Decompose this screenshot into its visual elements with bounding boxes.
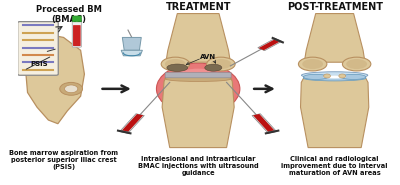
- Ellipse shape: [339, 74, 346, 78]
- Ellipse shape: [64, 85, 78, 93]
- Ellipse shape: [161, 57, 190, 71]
- Polygon shape: [300, 78, 369, 148]
- Ellipse shape: [303, 75, 366, 81]
- Ellipse shape: [205, 64, 222, 71]
- Text: POST-TREATMENT: POST-TREATMENT: [287, 2, 383, 12]
- Ellipse shape: [164, 69, 232, 109]
- Ellipse shape: [302, 59, 323, 69]
- Polygon shape: [253, 114, 274, 132]
- Text: PSIS: PSIS: [30, 61, 48, 67]
- FancyBboxPatch shape: [165, 73, 231, 78]
- Ellipse shape: [165, 59, 186, 69]
- Text: Processed BM
(BMAC): Processed BM (BMAC): [36, 5, 102, 24]
- Polygon shape: [26, 34, 84, 124]
- Polygon shape: [162, 77, 234, 148]
- Ellipse shape: [302, 72, 368, 79]
- Polygon shape: [259, 40, 279, 50]
- Ellipse shape: [207, 57, 235, 71]
- Ellipse shape: [167, 64, 188, 71]
- Ellipse shape: [324, 74, 330, 78]
- FancyBboxPatch shape: [73, 25, 81, 46]
- Polygon shape: [122, 37, 141, 50]
- Ellipse shape: [342, 57, 371, 71]
- Text: TREATMENT: TREATMENT: [166, 2, 231, 12]
- Text: Bone marrow aspiration from
posterior superior iliac crest
(PSIS): Bone marrow aspiration from posterior su…: [9, 150, 118, 170]
- Ellipse shape: [156, 63, 240, 115]
- FancyBboxPatch shape: [72, 16, 81, 22]
- Text: Intralesional and intraarticular
BMAC injections with ultrasound
guidance: Intralesional and intraarticular BMAC in…: [138, 156, 258, 176]
- Ellipse shape: [303, 74, 328, 80]
- FancyBboxPatch shape: [72, 18, 81, 47]
- Polygon shape: [122, 114, 143, 132]
- Polygon shape: [304, 14, 365, 62]
- Text: AVN: AVN: [200, 54, 216, 60]
- FancyBboxPatch shape: [18, 22, 58, 75]
- Polygon shape: [121, 50, 142, 56]
- Polygon shape: [166, 14, 230, 62]
- Ellipse shape: [165, 76, 231, 81]
- Ellipse shape: [341, 74, 366, 80]
- Text: Clinical and radiological
improvement due to interval
maturation of AVN areas: Clinical and radiological improvement du…: [281, 156, 388, 176]
- Polygon shape: [258, 39, 280, 51]
- Ellipse shape: [298, 57, 327, 71]
- Ellipse shape: [210, 59, 231, 69]
- Ellipse shape: [323, 75, 346, 79]
- Ellipse shape: [346, 59, 367, 69]
- Polygon shape: [252, 114, 275, 132]
- Ellipse shape: [60, 82, 82, 95]
- Polygon shape: [121, 114, 144, 132]
